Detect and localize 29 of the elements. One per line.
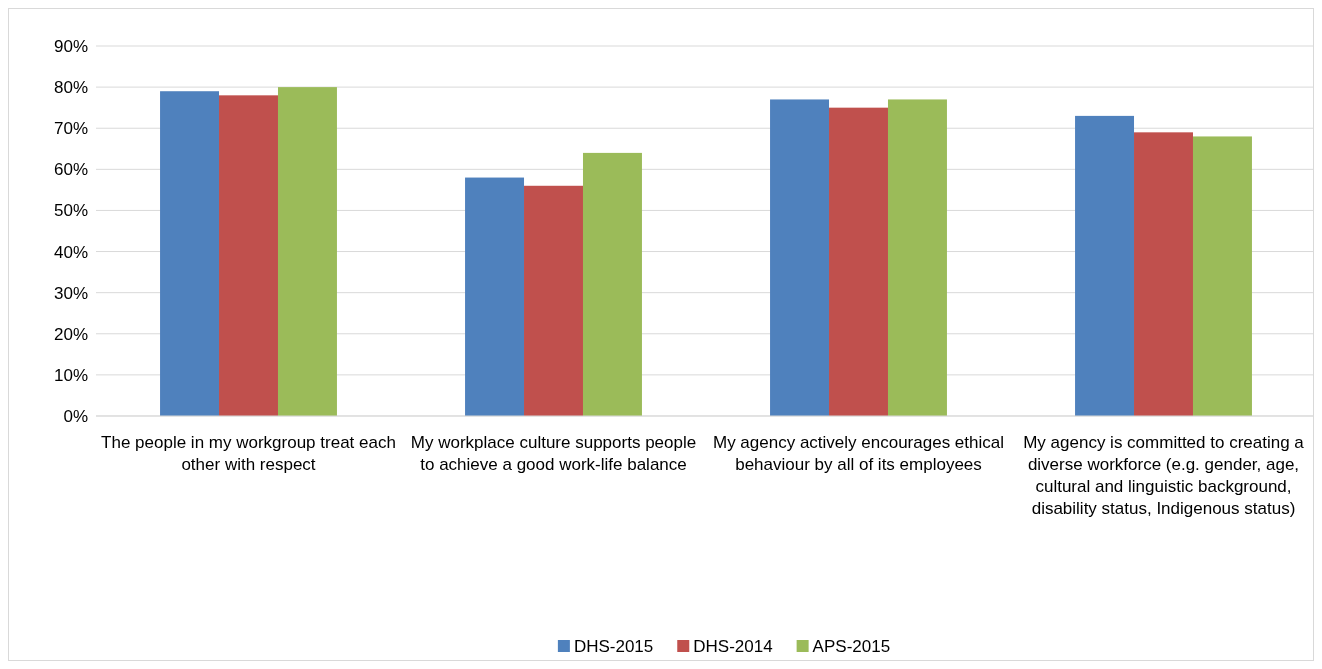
bar (160, 91, 220, 416)
x-tick-label: The people in my workgroup treat each other with respect (101, 433, 396, 474)
bar (770, 99, 830, 416)
bar (219, 95, 278, 416)
bar (829, 107, 888, 416)
x-tick-label: My workplace culture supports people to achieve a good work-life balance (410, 433, 697, 474)
x-tick-label: My agency actively encourages ethical behaviour by all of its employees (712, 433, 1005, 474)
y-tick-label: 10% (53, 365, 88, 385)
y-tick-label: 80% (53, 78, 88, 98)
bar (1134, 132, 1193, 416)
y-tick-label: 40% (53, 242, 88, 262)
bar (1075, 115, 1135, 416)
x-tick-label: My agency is committed to creating a diverse workforce (e.g. gender, age, cultural and linguistic background, disability status, Indigenous status) (1023, 433, 1305, 518)
y-tick-label: 50% (53, 201, 88, 221)
bar (887, 99, 947, 416)
legend-label: DHS-2014 (693, 636, 773, 656)
bar (277, 87, 337, 416)
y-tick-label: 20% (53, 324, 88, 344)
y-tick-label: 90% (53, 36, 88, 56)
y-tick-label: 30% (53, 283, 88, 303)
y-tick-label: 70% (53, 119, 88, 139)
legend-label: APS-2015 (812, 636, 891, 656)
legend-label: DHS-2015 (573, 636, 654, 656)
bar (524, 185, 583, 416)
bar (582, 152, 642, 416)
y-tick-label: 60% (53, 160, 88, 180)
bar (1192, 136, 1252, 416)
bar (465, 177, 525, 416)
y-tick-label: 0% (63, 406, 88, 426)
